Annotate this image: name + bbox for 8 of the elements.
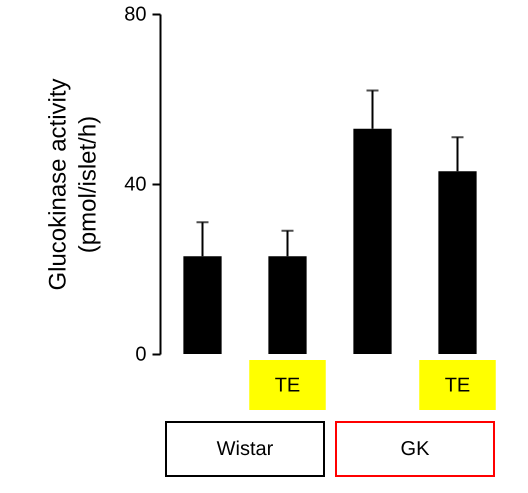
text: GK bbox=[400, 438, 430, 460]
y-tick-label: 0 bbox=[135, 344, 146, 366]
y-axis-title: Glucokinase activity (pmol/islet/h) bbox=[44, 78, 102, 291]
x-tick-label: TE bbox=[444, 374, 470, 396]
x-tick-label: TE bbox=[274, 374, 300, 396]
y-tick-label: 40 bbox=[124, 174, 146, 196]
y-tick-label: 80 bbox=[124, 4, 146, 26]
text: Wistar bbox=[216, 438, 274, 460]
